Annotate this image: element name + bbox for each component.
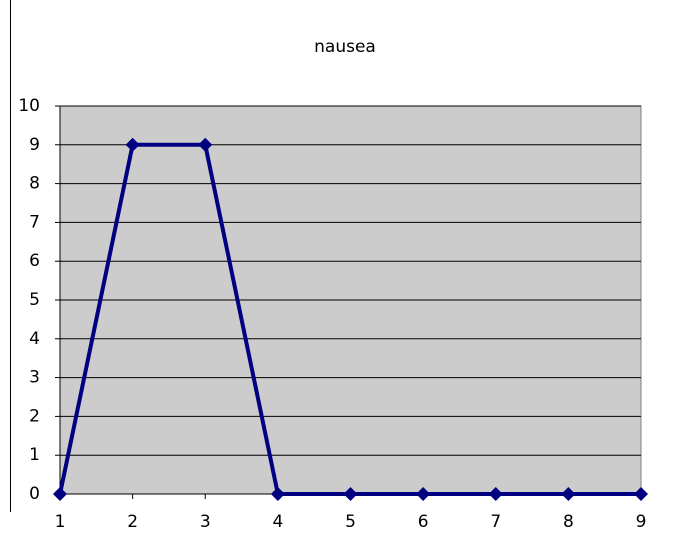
y-tick-label: 3: [29, 368, 40, 388]
data-point: [198, 137, 213, 152]
x-tick-label: 3: [200, 512, 211, 532]
data-point: [488, 487, 503, 501]
x-tick-label: 5: [345, 512, 356, 532]
data-point: [270, 487, 285, 501]
x-tick-label: 1: [55, 512, 66, 532]
x-tick-label: 8: [563, 512, 574, 532]
data-point: [125, 137, 140, 152]
y-tick-label: 10: [18, 96, 40, 116]
y-tick-label: 7: [29, 212, 40, 232]
data-point: [561, 487, 576, 501]
x-tick-label: 2: [127, 512, 138, 532]
data-point: [53, 487, 67, 501]
data-point: [343, 487, 358, 501]
y-tick-label: 6: [29, 251, 40, 271]
y-tick-label: 8: [29, 174, 40, 194]
x-tick-label: 4: [272, 512, 283, 532]
data-point: [416, 487, 431, 501]
y-tick-label: 5: [29, 290, 40, 310]
y-tick-label: 2: [29, 406, 40, 426]
y-tick-label: 4: [29, 329, 40, 349]
y-tick-label: 0: [29, 484, 40, 504]
y-tick-label: 9: [29, 135, 40, 155]
x-tick-label: 9: [636, 512, 647, 532]
y-tick-label: 1: [29, 445, 40, 465]
chart-title: nausea: [314, 37, 376, 57]
x-tick-label: 7: [490, 512, 501, 532]
x-tick-label: 6: [418, 512, 429, 532]
data-point: [634, 487, 648, 501]
